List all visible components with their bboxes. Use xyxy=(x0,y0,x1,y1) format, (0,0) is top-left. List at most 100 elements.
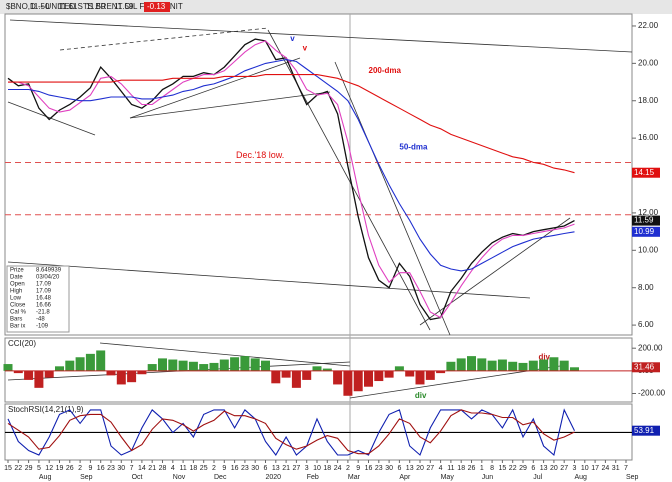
bar xyxy=(106,370,116,376)
bar xyxy=(333,370,343,385)
info-label: Close xyxy=(10,303,26,309)
bar xyxy=(549,357,559,371)
x-tick-label: 2 xyxy=(346,465,350,472)
x-tick-label: 31 xyxy=(612,465,620,472)
month-label: Aug xyxy=(39,474,52,481)
bar xyxy=(168,359,178,371)
quote: 11.59 xyxy=(114,2,134,11)
bar xyxy=(13,370,23,374)
info-box xyxy=(6,265,70,333)
bar xyxy=(539,359,549,371)
bar xyxy=(55,366,64,371)
x-tick-label: 11 xyxy=(447,465,454,472)
bar xyxy=(209,362,219,371)
x-tick-label: 7 xyxy=(624,465,628,472)
symbol: $BNO,D -- UNITED STS BRENT OIL FD LP UNI… xyxy=(6,2,183,11)
series-label: 200-dma xyxy=(369,66,402,75)
x-tick-label: 9 xyxy=(88,465,92,472)
series-label: 50-dma xyxy=(399,143,428,152)
info-value: 17.09 xyxy=(36,282,52,288)
x-tick-label: 30 xyxy=(117,465,125,472)
x-tick-label: 17 xyxy=(591,465,599,472)
bar xyxy=(230,357,240,371)
month-label: Jul xyxy=(533,474,542,481)
x-tick-label: 30 xyxy=(251,465,259,472)
bar xyxy=(24,370,34,380)
bar xyxy=(281,370,291,378)
bar xyxy=(271,370,281,384)
last-value-box xyxy=(632,215,660,226)
bar xyxy=(199,364,209,371)
bar xyxy=(374,370,384,382)
last-value-label: 53.91 xyxy=(634,426,655,435)
y-tick-label: 6.00 xyxy=(638,320,654,329)
last-value-box xyxy=(632,362,660,373)
annotation: v xyxy=(303,44,308,53)
info-label: Low xyxy=(10,296,22,302)
bar xyxy=(188,361,198,371)
bar xyxy=(44,370,54,378)
month-label: Sep xyxy=(80,474,93,481)
bar xyxy=(508,361,518,371)
x-tick-label: 27 xyxy=(293,465,301,472)
last-value-box xyxy=(632,167,660,178)
quote: 11.50 xyxy=(86,2,106,11)
trendline xyxy=(99,342,351,367)
x-tick-label: 27 xyxy=(560,465,568,472)
bar xyxy=(405,370,415,377)
x-tick-label: 20 xyxy=(416,465,424,472)
last-value-box xyxy=(632,425,660,436)
series-line xyxy=(8,40,575,319)
month-label: Mar xyxy=(348,474,361,481)
annotation: v xyxy=(290,34,295,43)
bar xyxy=(353,370,363,392)
x-tick-label: 25 xyxy=(200,465,208,472)
info-value: 8.649939 xyxy=(36,268,62,274)
bar xyxy=(85,353,95,371)
x-tick-label: 20 xyxy=(550,465,558,472)
bar xyxy=(137,370,147,375)
last-value-box xyxy=(632,226,660,237)
trendline xyxy=(7,101,96,136)
trendline xyxy=(7,261,531,299)
info-label: Open xyxy=(10,282,25,288)
x-tick-label: 21 xyxy=(282,465,290,472)
y-tick-label: 10.00 xyxy=(638,245,659,254)
x-tick-label: 4 xyxy=(439,465,443,472)
annotation: div xyxy=(415,391,427,400)
info-label: Cal % xyxy=(10,310,27,316)
x-tick-label: 21 xyxy=(148,465,156,472)
x-tick-label: 14 xyxy=(138,465,146,472)
bar xyxy=(384,370,394,378)
x-tick-label: 23 xyxy=(241,465,249,472)
bar xyxy=(415,370,425,385)
x-tick-label: 10 xyxy=(581,465,589,472)
month-label: Oct xyxy=(132,474,143,481)
quote: 11.61 xyxy=(58,2,78,11)
trendline xyxy=(129,57,301,119)
bar xyxy=(34,370,44,388)
x-tick-label: 16 xyxy=(365,465,373,472)
trendline xyxy=(334,61,451,336)
bar xyxy=(116,370,126,385)
x-tick-label: 8 xyxy=(490,465,494,472)
trendline xyxy=(9,19,633,53)
header: $BNO,D -- UNITED STS BRENT OIL FD LP UNI… xyxy=(6,2,183,11)
info-value: -48 xyxy=(36,317,45,323)
last-value-label: 31.46 xyxy=(634,362,655,371)
y-tick-label: 22.00 xyxy=(638,21,659,30)
x-tick-label: 22 xyxy=(509,465,517,472)
info-label: Bars xyxy=(10,317,22,323)
bar xyxy=(3,364,13,371)
x-tick-label: 16 xyxy=(97,465,105,472)
month-label: Sep xyxy=(626,474,639,481)
trendline xyxy=(129,91,331,119)
series-line xyxy=(7,38,575,321)
bar xyxy=(364,370,373,387)
x-tick-label: 13 xyxy=(406,465,414,472)
x-tick-label: 26 xyxy=(66,465,74,472)
bar xyxy=(250,358,260,371)
y-tick-label: 12.00 xyxy=(638,208,659,217)
bar xyxy=(96,350,106,371)
change: -0.13 xyxy=(147,2,166,11)
